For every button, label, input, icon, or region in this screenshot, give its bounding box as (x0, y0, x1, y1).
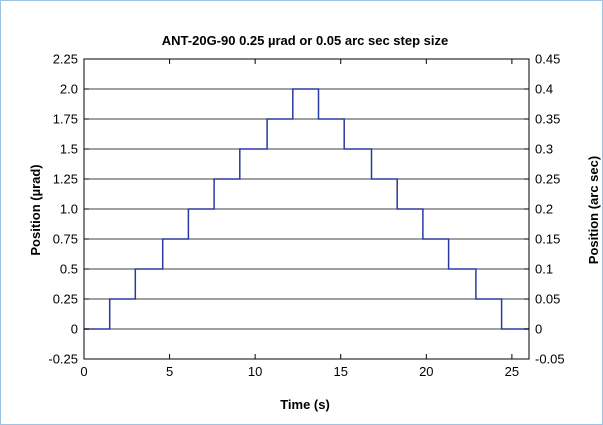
x-axis-label: Time (s) (280, 397, 330, 412)
grid-lines (84, 88, 529, 330)
y-right-tick-label: 0.3 (535, 142, 553, 157)
y-right-tick-label: 0 (535, 322, 542, 337)
y-right-tick-label: 0.15 (535, 232, 560, 247)
x-tick-label: 0 (80, 364, 87, 379)
y-right-tick-label: 0.05 (535, 292, 560, 307)
y-axis-label-right: Position (arc sec) (586, 156, 601, 264)
y-tick-label: 0.25 (53, 292, 78, 307)
y-axis-label-left: Position (µrad) (28, 164, 43, 255)
x-tick-label: 10 (248, 364, 262, 379)
y-tick-label: -0.25 (48, 352, 78, 367)
x-tick-label: 15 (333, 364, 347, 379)
series-group (84, 88, 529, 330)
y-tick-label: 1.0 (60, 202, 78, 217)
y-tick-labels-left: -0.25 0 0.25 0.5 0.75 1.0 1.25 1.5 1.75 2.0 2.25 (48, 52, 78, 367)
x-tick-label: 25 (505, 364, 519, 379)
y-right-tick-label: 0.2 (535, 202, 553, 217)
y-right-tick-label: 0.35 (535, 112, 560, 127)
y-tick-label: 0.5 (60, 262, 78, 277)
y-right-tick-label: 0.25 (535, 172, 560, 187)
y-tick-label: 1.75 (53, 112, 78, 127)
x-tick-label: 5 (166, 364, 173, 379)
y-tick-labels-right: -0.05 0 0.05 0.1 0.15 0.2 0.25 0.3 0.35 0.4 0.45 (535, 52, 565, 367)
x-tick-label: 20 (419, 364, 433, 379)
y-right-tick-label: 0.1 (535, 262, 553, 277)
y-tick-label: 0.75 (53, 232, 78, 247)
chart-title: ANT-20G-90 0.25 µrad or 0.05 arc sec ste… (162, 33, 448, 48)
series-line (84, 88, 529, 330)
tick-marks (83, 58, 529, 360)
y-right-tick-label: 0.45 (535, 52, 560, 67)
y-tick-label: 0 (71, 322, 78, 337)
x-tick-labels: 0 5 10 15 20 25 (80, 364, 519, 379)
y-right-tick-label: -0.05 (535, 352, 565, 367)
y-tick-label: 2.0 (60, 82, 78, 97)
y-tick-label: 2.25 (53, 52, 78, 67)
y-right-tick-label: 0.4 (535, 82, 553, 97)
y-tick-label: 1.5 (60, 142, 78, 157)
y-tick-label: 1.25 (53, 172, 78, 187)
